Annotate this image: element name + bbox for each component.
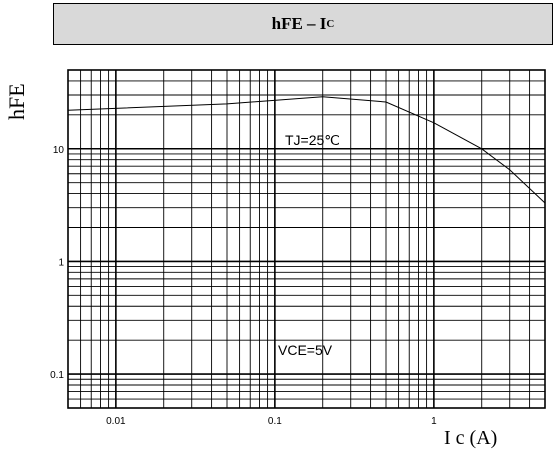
y-tick-label: 10 <box>53 145 65 156</box>
plot-frame <box>67 69 546 409</box>
chart-title: hFE – I <box>271 14 327 33</box>
y-tick-label: 0.1 <box>50 370 64 381</box>
x-tick-label: 1 <box>431 416 437 427</box>
x-tick-label: 0.1 <box>268 416 282 427</box>
grid-layer <box>67 69 546 409</box>
y-tick-label: 1 <box>58 257 64 268</box>
chart-title-subscript: C <box>326 18 335 30</box>
annotation-layer: TJ=25℃ VCE=5V <box>278 132 340 358</box>
series-line <box>67 96 546 204</box>
annotation-tj: TJ=25℃ <box>285 132 340 148</box>
tick-layer: 0.01 0.1 1 0.1 1 10 <box>50 145 437 427</box>
annotation-vce: VCE=5V <box>278 342 333 358</box>
series-layer <box>67 96 546 204</box>
x-axis-label: I c (A) <box>444 427 498 449</box>
x-tick-label: 0.01 <box>106 416 126 427</box>
